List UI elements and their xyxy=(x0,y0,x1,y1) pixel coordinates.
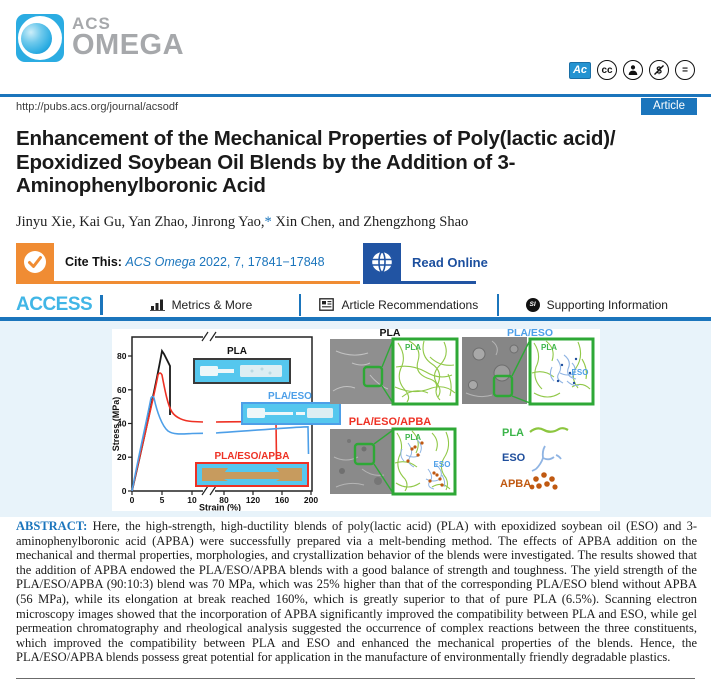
cc-by-person-icon[interactable] xyxy=(623,60,643,80)
graphical-abstract: 0 20 40 60 80 Stress (MPa) 0 5 10 xyxy=(111,327,600,513)
graphical-abstract-band: 0 20 40 60 80 Stress (MPa) 0 5 10 xyxy=(0,321,711,517)
article-recommendations-icon xyxy=(319,298,335,311)
curve-label-pla-eso-apba: PLA/ESO/APBA xyxy=(214,451,289,462)
read-online-button[interactable]: Read Online xyxy=(363,243,488,281)
x-tick: 10 xyxy=(187,495,197,505)
footer-rule xyxy=(16,678,695,679)
cc-nd-equals-icon[interactable]: = xyxy=(675,60,695,80)
journal-url[interactable]: http://pubs.acs.org/journal/acsodf xyxy=(16,101,179,113)
logo-text-acs: ACS xyxy=(72,14,111,34)
curve-pla-eso-apba xyxy=(131,372,204,492)
acs-authorchoice-icon[interactable]: Ac xyxy=(569,61,591,79)
cite-read-row: Cite This: ACS Omega 2022, 7, 17841−1784… xyxy=(16,243,695,287)
specimen-pla-eso xyxy=(241,402,341,425)
sem-image-pla-eso xyxy=(462,337,531,404)
schematic-label-eso: ESO xyxy=(434,460,451,469)
sem-image-pla-eso-apba xyxy=(330,429,394,494)
zoom-box xyxy=(492,374,514,398)
curve-label-pla: PLA xyxy=(227,346,247,357)
figure-legend: PLA ESO APBA xyxy=(500,427,569,490)
cite-this-button[interactable]: Cite This: ACS Omega 2022, 7, 17841−1784… xyxy=(16,243,325,281)
page-title: Enhancement of the Mechanical Properties… xyxy=(16,127,616,197)
access-bar-rule xyxy=(0,317,711,321)
sem-image-pla xyxy=(330,339,394,404)
read-online-label: Read Online xyxy=(412,254,488,270)
y-axis-label: Stress (MPa) xyxy=(112,397,121,452)
schematic-label-eso: ESO xyxy=(572,368,589,377)
schematic-label-pla: PLA xyxy=(405,433,421,442)
x-tick: 5 xyxy=(160,495,165,505)
y-tick: 80 xyxy=(117,351,127,361)
article-type-flag: Article xyxy=(641,98,697,115)
legend-label-eso: ESO xyxy=(502,452,526,464)
schematic-pla-eso: PLA ESO xyxy=(528,337,595,406)
x-tick: 120 xyxy=(246,495,260,505)
schematic-label-pla: PLA xyxy=(541,343,557,352)
x-tick: 160 xyxy=(275,495,289,505)
legend-label-pla: PLA xyxy=(502,427,524,439)
cite-underline xyxy=(16,281,360,284)
read-online-globe-icon xyxy=(363,243,401,281)
acs-omega-logo-mark xyxy=(16,14,64,62)
header-rule xyxy=(0,94,711,97)
article-recommendations-link[interactable]: Article Recommendations xyxy=(301,298,497,312)
legend-eso-line xyxy=(531,445,562,472)
bar-chart-icon xyxy=(149,299,165,311)
zoom-box xyxy=(362,365,384,388)
access-label[interactable]: ACCESS xyxy=(16,293,93,315)
sem-label-pla: PLA xyxy=(380,329,401,339)
schematic-label-pla: PLA xyxy=(405,343,421,352)
logo-text-omega: OMEGA xyxy=(72,29,185,62)
y-tick: 0 xyxy=(122,486,127,496)
legend-pla-line xyxy=(529,427,569,433)
curve-label-pla-eso: PLA/ESO xyxy=(268,391,312,402)
curve-pla xyxy=(131,348,171,492)
schematic-pla-eso-apba: PLA ESO xyxy=(391,427,457,496)
zoom-box xyxy=(353,442,376,466)
abstract-text: Here, the high-strength, high-ductility … xyxy=(16,519,697,665)
specimen-pla-eso-apba xyxy=(195,462,309,487)
supporting-information-link[interactable]: SI Supporting Information xyxy=(499,297,695,312)
graphical-abstract-figure: 0 20 40 60 80 Stress (MPa) 0 5 10 xyxy=(111,327,595,513)
svg-text:$: $ xyxy=(656,66,662,77)
read-online-underline xyxy=(363,281,476,284)
specimen-pla xyxy=(193,358,291,384)
author-list: Jinyu Xie, Kai Gu, Yan Zhao, Jinrong Yao… xyxy=(16,214,469,230)
sem-label-pla-eso-apba: PLA/ESO/APBA xyxy=(349,416,432,428)
y-tick: 40 xyxy=(117,419,127,429)
supporting-information-icon: SI xyxy=(525,297,540,312)
x-tick: 0 xyxy=(130,495,135,505)
corresponding-author-asterisk[interactable]: * xyxy=(264,214,272,230)
legend-label-apba: APBA xyxy=(500,478,531,490)
x-tick: 200 xyxy=(304,495,318,505)
x-axis-label: Strain (%) xyxy=(199,503,241,512)
access-bar: ACCESS Metrics & More Article Recommenda… xyxy=(16,292,695,317)
stress-strain-chart: 0 20 40 60 80 Stress (MPa) 0 5 10 xyxy=(111,331,341,513)
acs-omega-logo: ACS OMEGA xyxy=(16,14,184,62)
cc-nc-dollar-slash-icon[interactable]: $ xyxy=(649,60,669,80)
metrics-and-more-link[interactable]: Metrics & More xyxy=(103,298,299,312)
license-badges: Ac cc $ = xyxy=(569,60,695,80)
abstract-heading: ABSTRACT: xyxy=(16,519,88,533)
sem-label-pla-eso: PLA/ESO xyxy=(507,329,553,339)
y-tick: 60 xyxy=(117,385,127,395)
curve-pla-eso xyxy=(131,395,204,492)
legend-apba-dots xyxy=(529,472,558,490)
x-tick: 80 xyxy=(219,495,229,505)
cite-check-icon xyxy=(16,243,54,281)
abstract-paragraph: ABSTRACT: Here, the high-strength, high-… xyxy=(16,519,697,665)
citation-text: Cite This: ACS Omega 2022, 7, 17841−1784… xyxy=(65,255,325,269)
schematic-pla: PLA xyxy=(391,337,459,406)
y-tick: 20 xyxy=(117,452,127,462)
creative-commons-icon[interactable]: cc xyxy=(597,60,617,80)
